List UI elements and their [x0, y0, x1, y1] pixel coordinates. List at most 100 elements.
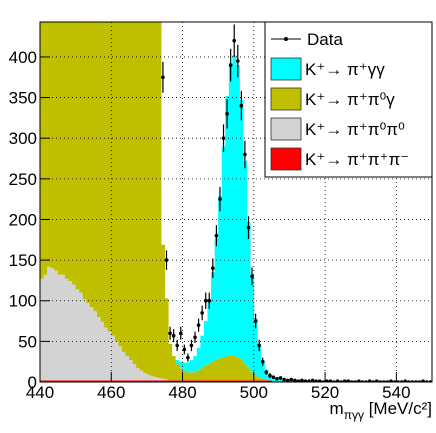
hist-bar	[47, 266, 51, 381]
data-point	[293, 378, 297, 382]
data-point	[193, 335, 197, 340]
hist-bar	[104, 380, 109, 382]
hist-bar	[214, 238, 219, 361]
data-point	[211, 266, 215, 271]
data-point	[335, 379, 340, 382]
data-point	[317, 379, 322, 382]
hist-bar	[239, 380, 244, 382]
hist-bar	[236, 380, 240, 382]
hist-bar	[178, 380, 183, 382]
hist-bar	[196, 370, 201, 381]
data-point	[225, 112, 229, 116]
hist-bar	[72, 22, 76, 285]
hist-bar	[118, 346, 123, 381]
hist-bar	[171, 355, 176, 381]
data-point	[264, 370, 269, 375]
y-tick-label: 100	[9, 292, 37, 311]
legend-label: K⁺→ π⁺π⁰π⁰	[305, 120, 405, 139]
hist-bar	[243, 380, 247, 382]
legend-label: K⁺→ π⁺π⁰γ	[305, 90, 395, 109]
hist-bar	[228, 355, 233, 381]
hist-bar	[207, 299, 212, 365]
data-point	[275, 376, 279, 381]
hist-bar	[104, 22, 109, 328]
legend-swatch	[270, 117, 302, 141]
y-tick-label: 200	[9, 210, 37, 229]
y-tick-label: 150	[9, 251, 37, 270]
hist-bar	[54, 22, 59, 271]
hist-bar	[250, 274, 255, 373]
hist-bar	[61, 22, 66, 275]
hist-bar	[175, 380, 180, 382]
hist-bar	[236, 357, 240, 381]
hist-bar	[239, 360, 244, 381]
hist-bar	[250, 380, 255, 382]
hist-bar	[264, 380, 269, 382]
hist-bar	[57, 22, 62, 275]
hist-bar	[264, 379, 269, 381]
hist-bar	[114, 341, 119, 381]
hist-bar	[82, 380, 87, 382]
hist-bar	[203, 380, 208, 382]
hist-bar	[228, 63, 233, 356]
data-point	[207, 298, 212, 303]
hist-bar	[257, 345, 262, 378]
data-point	[257, 343, 261, 348]
data-point	[374, 379, 379, 382]
hist-bar	[161, 380, 166, 382]
overlay: 440 460 480 500 520 540 0 50 100 150 200 250 300 350 4…	[9, 21, 433, 402]
hist-bar	[260, 380, 265, 382]
hist-bar	[243, 160, 247, 365]
data-point	[389, 379, 393, 382]
hist-bar	[89, 22, 94, 308]
hist-bar	[178, 368, 183, 381]
data-point	[218, 197, 222, 201]
hist-bar	[246, 221, 251, 369]
hist-bar	[132, 380, 137, 382]
hist-bar	[54, 270, 59, 381]
x-label-sub: πγγ	[344, 408, 364, 422]
data-point	[342, 379, 347, 382]
hist-bar	[211, 380, 215, 382]
hist-bar	[143, 22, 148, 374]
hist-bar	[107, 331, 112, 381]
hist-bar	[64, 278, 69, 381]
hist-bar	[182, 380, 187, 382]
data-point	[235, 59, 240, 63]
hist-bar	[121, 22, 126, 352]
data-point	[175, 343, 179, 348]
hist-bar	[200, 380, 205, 382]
hist-bar	[64, 22, 69, 279]
x-tick-label: 520	[311, 383, 339, 402]
x-tick-label: 460	[97, 383, 125, 402]
hist-bar	[189, 380, 194, 382]
hist-bar	[186, 362, 190, 373]
data-point	[232, 38, 237, 43]
hist-bar	[246, 368, 251, 381]
hist-bar	[214, 380, 219, 382]
legend-label: K⁺→ π⁺γγ	[305, 60, 385, 79]
hist-bar	[57, 274, 62, 381]
hist-bar	[268, 380, 272, 382]
hist-bar	[225, 95, 230, 356]
hist-bar	[114, 22, 119, 342]
hist-bar	[221, 380, 226, 382]
x-label-rest: [MeV/c²]	[364, 399, 432, 418]
hist-bar	[93, 311, 98, 381]
plot-area	[40, 22, 432, 382]
hist-bar	[221, 357, 226, 381]
data-point	[367, 379, 372, 382]
hist-bar	[200, 368, 205, 381]
hist-bar	[139, 380, 144, 382]
hist-bar	[143, 373, 148, 381]
hist-bar	[121, 351, 126, 381]
hist-bar	[193, 380, 198, 382]
hist-bar	[111, 380, 116, 382]
hist-bar	[125, 22, 130, 356]
data-point	[239, 103, 244, 108]
hist-bar	[43, 274, 48, 381]
hist-bar	[182, 362, 187, 371]
hist-bar	[118, 380, 123, 382]
hist-bar	[164, 298, 169, 380]
